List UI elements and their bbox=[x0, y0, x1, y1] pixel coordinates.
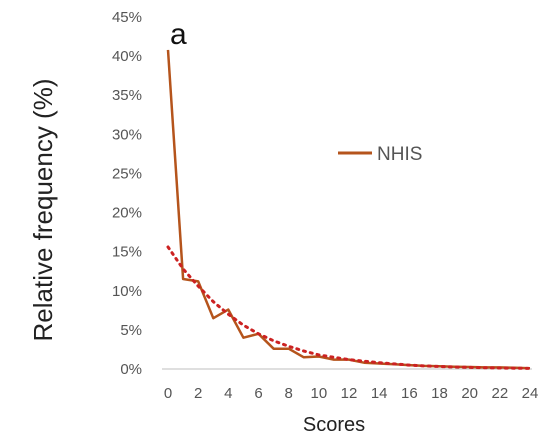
y-tick-label: 15% bbox=[112, 244, 142, 261]
x-tick-label: 20 bbox=[461, 385, 478, 402]
y-tick-label: 45% bbox=[112, 9, 142, 26]
y-tick-label: 20% bbox=[112, 205, 142, 222]
y-tick-label: 40% bbox=[112, 48, 142, 65]
x-tick-label: 0 bbox=[164, 385, 172, 402]
legend: NHIS bbox=[338, 144, 422, 165]
series-line-dotted-fit bbox=[166, 245, 532, 370]
x-tick-label: 8 bbox=[284, 385, 292, 402]
panel-label: a bbox=[170, 18, 187, 51]
series-layer bbox=[166, 49, 532, 370]
x-axis-title: Scores bbox=[303, 414, 365, 436]
x-axis-ticks: 0 2 4 6 8 10 12 14 16 18 20 22 24 bbox=[164, 385, 539, 402]
y-tick-label: 35% bbox=[112, 87, 142, 104]
x-tick-label: 18 bbox=[431, 385, 448, 402]
y-tick-label: 25% bbox=[112, 165, 142, 182]
x-tick-label: 24 bbox=[522, 385, 539, 402]
y-axis-ticks: 0% 5% 10% 15% 20% 25% 30% 35% 40% 45% bbox=[112, 9, 142, 378]
x-tick-label: 12 bbox=[341, 385, 358, 402]
y-tick-label: 30% bbox=[112, 126, 142, 143]
y-tick-label: 5% bbox=[120, 322, 142, 339]
y-axis-title: Relative frequency (%) bbox=[28, 79, 58, 342]
x-tick-label: 22 bbox=[491, 385, 508, 402]
x-tick-label: 2 bbox=[194, 385, 202, 402]
series-line-nhis bbox=[166, 49, 531, 370]
x-tick-label: 10 bbox=[310, 385, 327, 402]
legend-label-nhis: NHIS bbox=[377, 144, 422, 165]
x-tick-label: 14 bbox=[371, 385, 388, 402]
x-tick-label: 4 bbox=[224, 385, 232, 402]
y-tick-label: 10% bbox=[112, 283, 142, 300]
x-tick-label: 6 bbox=[254, 385, 262, 402]
x-tick-label: 16 bbox=[401, 385, 418, 402]
y-tick-label: 0% bbox=[120, 361, 142, 378]
